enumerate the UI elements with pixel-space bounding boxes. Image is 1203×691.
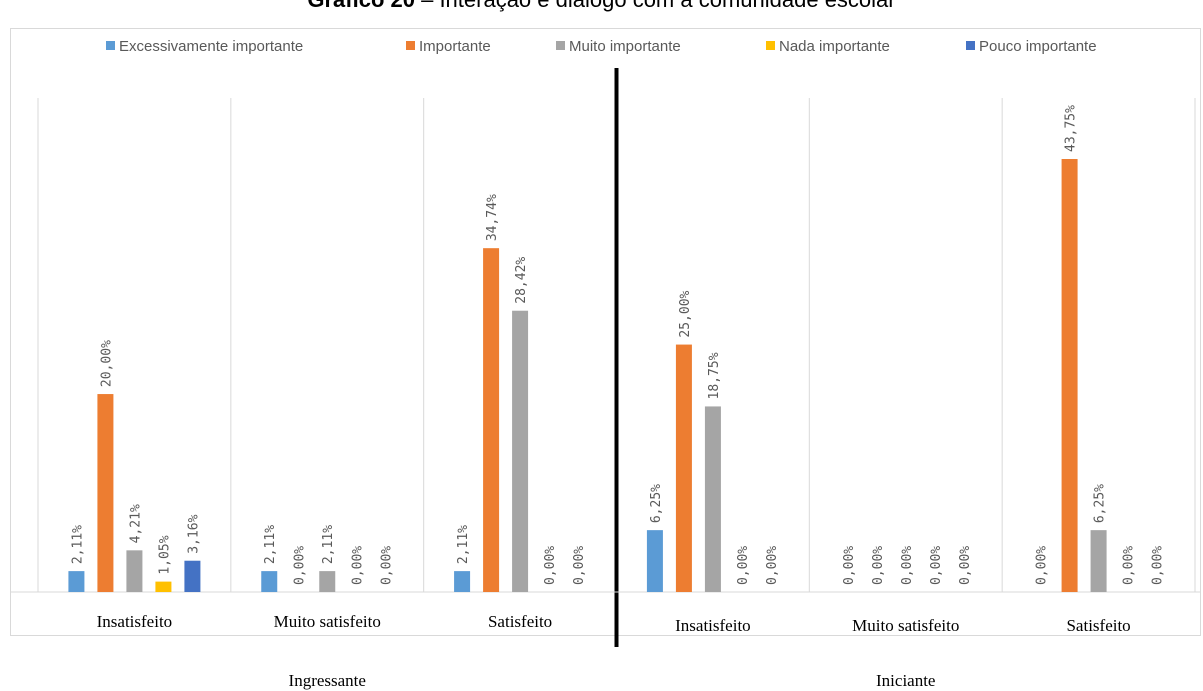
bar-4-3 xyxy=(704,406,721,592)
data-label-3-1: 2,11% xyxy=(456,525,471,564)
category-label-4: Insatisfeito xyxy=(675,616,751,635)
data-label-1-4: 1,05% xyxy=(157,535,172,574)
chart-frame xyxy=(10,28,1201,636)
bar-3-2 xyxy=(483,248,500,592)
chart-data-labels: 2,11% 20,00% 4,21% 1,05% 3,16% 2,11% 0,00% 2,11… xyxy=(70,105,1165,585)
legend-entry-4: Nada importante xyxy=(779,38,890,55)
data-label-6-1: 0,00% xyxy=(1035,546,1050,585)
category-label-2: Muito satisfeito xyxy=(274,612,381,631)
data-label-5-4: 0,00% xyxy=(929,546,944,585)
legend-swatch-5 xyxy=(966,41,975,50)
legend-swatch-3 xyxy=(556,41,565,50)
chart-grid xyxy=(10,68,1201,647)
data-label-6-2: 43,75% xyxy=(1064,105,1079,152)
bar-1-5 xyxy=(184,560,201,592)
chart-title-text: – Interação e diálogo com a comunidade e… xyxy=(415,0,896,12)
legend-swatch-2 xyxy=(406,41,415,50)
category-label-3: Satisfeito xyxy=(488,612,552,631)
bar-6-3 xyxy=(1090,530,1107,592)
legend-swatch-4 xyxy=(766,41,775,50)
legend-entry-1: Excessivamente importante xyxy=(119,38,303,55)
data-label-4-2: 25,00% xyxy=(678,290,693,337)
data-label-5-5: 0,00% xyxy=(958,546,973,585)
data-label-6-3: 6,25% xyxy=(1093,484,1108,523)
bar-2-3 xyxy=(319,571,336,592)
bar-1-4 xyxy=(155,581,172,592)
data-label-4-4: 0,00% xyxy=(736,546,751,585)
data-label-4-5: 0,00% xyxy=(765,546,780,585)
data-label-6-4: 0,00% xyxy=(1122,546,1137,585)
bar-4-1 xyxy=(646,530,663,592)
legend-entry-5: Pouco importante xyxy=(979,38,1097,55)
data-label-1-1: 2,11% xyxy=(70,525,85,564)
bar-1-1 xyxy=(68,571,85,592)
data-label-4-1: 6,25% xyxy=(649,484,664,523)
data-label-5-3: 0,00% xyxy=(900,546,915,585)
data-label-2-5: 0,00% xyxy=(379,546,394,585)
category-label-1: Insatisfeito xyxy=(97,612,173,631)
data-label-3-3: 28,42% xyxy=(514,257,529,304)
bar-4-2 xyxy=(675,344,692,592)
group-label-2: Iniciante xyxy=(876,671,935,690)
bar-3-1 xyxy=(454,571,471,592)
legend-swatch-1 xyxy=(106,41,115,50)
chart-title-number: Gráfico 20 xyxy=(307,0,415,12)
data-label-2-1: 2,11% xyxy=(263,525,278,564)
data-label-1-2: 20,00% xyxy=(99,340,114,387)
bar-2-1 xyxy=(261,571,278,592)
bar-3-3 xyxy=(512,310,529,592)
data-label-2-3: 2,11% xyxy=(321,525,336,564)
legend-entry-3: Muito importante xyxy=(569,38,681,55)
data-label-4-3: 18,75% xyxy=(707,352,722,399)
data-label-5-1: 0,00% xyxy=(842,546,857,585)
data-label-6-5: 0,00% xyxy=(1151,546,1166,585)
group-label-1: Ingressante xyxy=(289,671,366,690)
data-label-1-5: 3,16% xyxy=(186,514,201,553)
data-label-5-2: 0,00% xyxy=(871,546,886,585)
data-label-2-4: 0,00% xyxy=(350,546,365,585)
data-label-1-3: 4,21% xyxy=(128,504,143,543)
chart-legend: Excessivamente importante Importante Muito… xyxy=(106,38,1097,55)
chart-group-labels: Ingressante Iniciante xyxy=(289,671,936,690)
data-label-3-2: 34,74% xyxy=(485,194,500,241)
category-label-5: Muito satisfeito xyxy=(852,616,959,635)
bar-6-2 xyxy=(1061,159,1078,592)
data-label-2-2: 0,00% xyxy=(292,546,307,585)
bar-1-2 xyxy=(97,394,114,592)
data-label-3-5: 0,00% xyxy=(572,546,587,585)
category-label-6: Satisfeito xyxy=(1066,616,1130,635)
legend-entry-2: Importante xyxy=(419,38,491,55)
chart-title: Gráfico 20 – Interação e diálogo com a c… xyxy=(0,0,1203,13)
bar-1-3 xyxy=(126,550,143,592)
chart-category-labels: Insatisfeito Muito satisfeito Satisfeito In… xyxy=(97,612,1131,635)
data-label-3-4: 0,00% xyxy=(543,546,558,585)
chart-bars xyxy=(68,159,1107,592)
